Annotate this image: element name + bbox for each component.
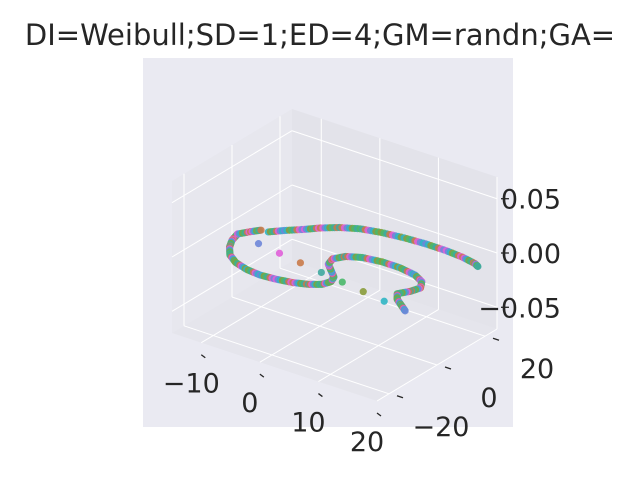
z-tick-label: 0.00 (501, 239, 561, 270)
x-tick-label: 10 (291, 408, 325, 439)
scatter-point (257, 226, 265, 234)
x-tick-mark (259, 373, 265, 378)
scatter-point (359, 288, 367, 296)
z-grid-line (291, 130, 498, 200)
x-tick-label: −10 (163, 369, 220, 400)
z-grid-line (171, 238, 293, 312)
y-tick-mark (444, 366, 452, 370)
y-grid-line (231, 296, 438, 366)
scatter-point (296, 259, 305, 267)
x-tick-label: 20 (350, 427, 384, 458)
scatter-points (225, 223, 482, 315)
x-tick-mark (318, 393, 323, 398)
scatter-point (338, 278, 346, 286)
scatter-point (474, 262, 482, 271)
x-tick-label: 0 (241, 388, 258, 419)
y-tick-mark (492, 337, 500, 341)
y-tick-label: 0 (480, 383, 497, 414)
y-tick-label: −20 (413, 412, 470, 443)
x-tick-mark (376, 412, 382, 417)
z-grid-line (291, 238, 498, 308)
y-tick-label: 20 (520, 354, 554, 385)
z-tick-label: 0.05 (501, 185, 561, 216)
y-grid-line (183, 325, 390, 395)
z-grid-line (171, 184, 293, 258)
z-grid-line (171, 130, 293, 204)
scatter-point (254, 240, 263, 248)
scatter-point (401, 307, 409, 315)
scatter-point (275, 249, 284, 257)
z-tick-label: −0.05 (478, 293, 561, 324)
z-grid-line (291, 184, 498, 254)
axis-ticks: −10 0 10 20 −20 0 20 −0.05 0.00 0.05 (163, 185, 561, 458)
y-tick-mark (396, 395, 404, 399)
scatter-point (380, 297, 388, 305)
scatter-point (317, 268, 325, 277)
x-tick-mark (200, 354, 206, 359)
chart-title: DI=Weibull;SD=1;ED=4;GM=randn;GA= (24, 18, 616, 52)
